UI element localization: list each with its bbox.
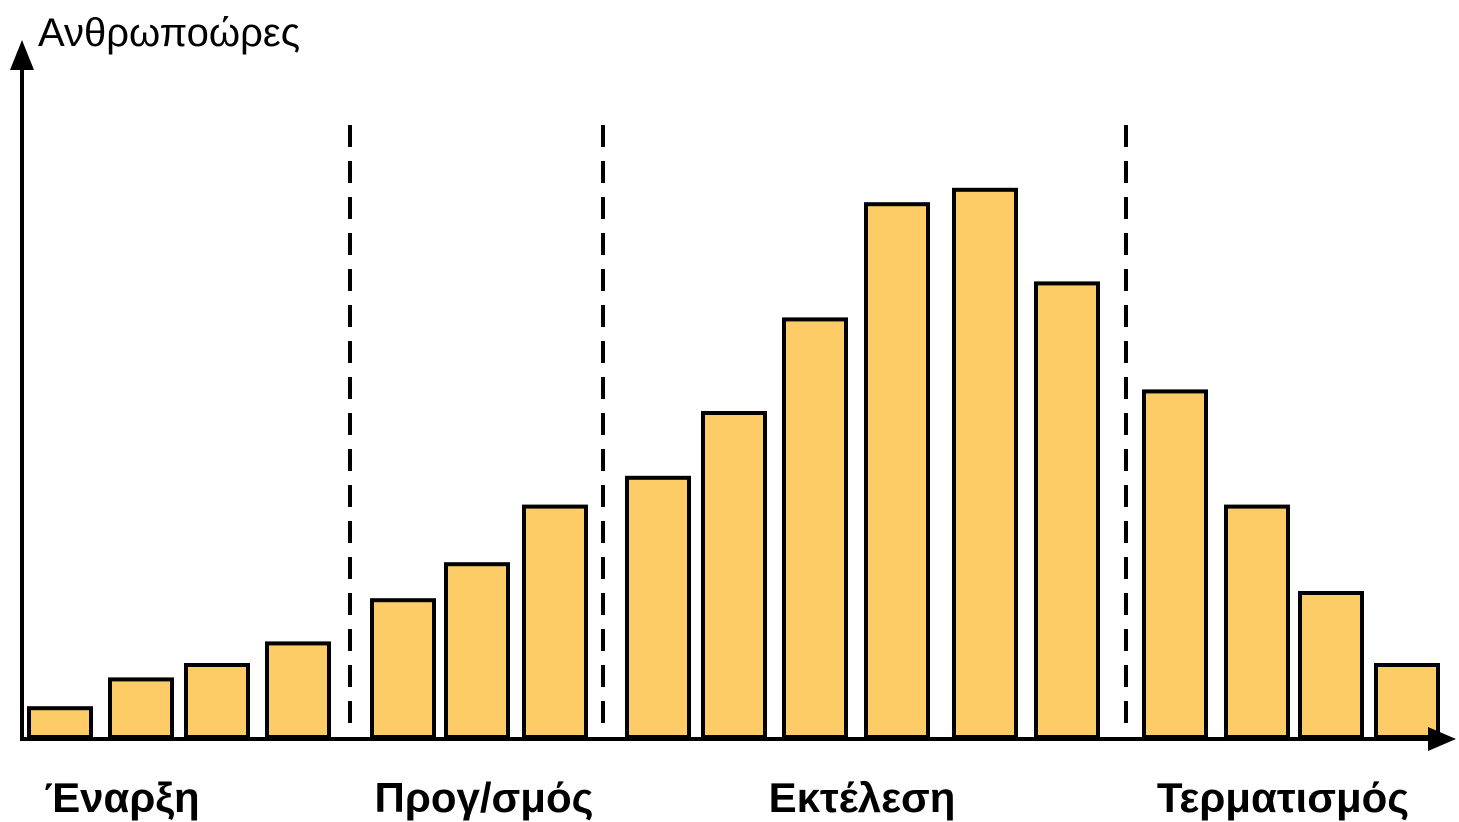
x-axis-arrow-icon — [1428, 727, 1456, 751]
bar-1-1 — [27, 706, 93, 740]
bar-3-5 — [952, 187, 1018, 740]
bar-2-1 — [370, 598, 436, 740]
bar-4-3 — [1298, 591, 1364, 739]
bar-1-4 — [265, 641, 331, 740]
bar-3-2 — [701, 411, 767, 739]
bar-4-2 — [1224, 504, 1290, 739]
phase-dividers — [348, 125, 1128, 737]
bar-1-3 — [184, 663, 250, 739]
bar-2-3 — [522, 504, 588, 739]
bar-4-1 — [1142, 389, 1208, 739]
phase-label-2: Προγ/σμός — [375, 774, 594, 821]
phase-label-1: Έναρξη — [44, 774, 199, 821]
y-axis-label: Ανθρωποώρες — [38, 11, 300, 55]
bar-3-1 — [625, 475, 691, 739]
bar-3-6 — [1034, 281, 1100, 739]
bar-2-2 — [444, 562, 510, 740]
bar-3-4 — [864, 202, 930, 739]
phase-label-4: Τερματισμός — [1157, 774, 1409, 821]
y-axis-arrow-icon — [10, 40, 34, 70]
bar-1-2 — [108, 677, 174, 740]
phase-label-3: Εκτέλεση — [769, 774, 956, 821]
phase-labels: Έναρξη Προγ/σμός Εκτέλεση Τερματισμός — [44, 774, 1409, 821]
bar-4-4 — [1374, 663, 1440, 739]
bar-3-3 — [782, 317, 848, 739]
bars-group — [27, 187, 1440, 740]
